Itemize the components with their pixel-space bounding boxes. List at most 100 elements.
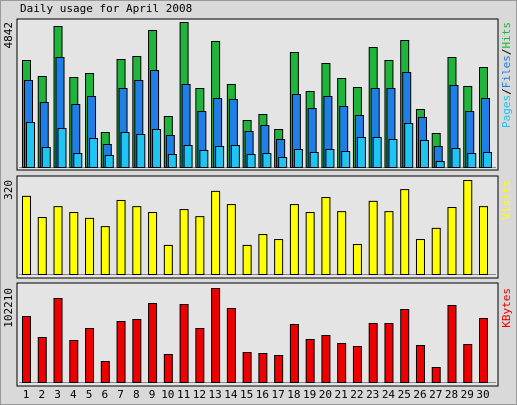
x-tick-label: 30 [476, 388, 489, 401]
x-tick-label: 23 [366, 388, 379, 401]
bar [41, 146, 51, 168]
x-tick-label: 15 [240, 388, 253, 401]
bar [368, 323, 378, 384]
bar [431, 227, 441, 276]
x-tick-label: 1 [23, 388, 30, 401]
bar [53, 297, 63, 384]
x-tick-label: 21 [335, 388, 348, 401]
bar [69, 340, 79, 383]
bar [136, 133, 146, 169]
bar [163, 353, 173, 384]
bar [341, 151, 351, 168]
bar [69, 212, 79, 276]
bar [246, 154, 256, 169]
x-tick-label: 26 [413, 388, 426, 401]
bar [100, 226, 110, 275]
x-tick-label: 17 [272, 388, 285, 401]
bar [89, 138, 99, 168]
legend: Pages/Files/Hits [500, 22, 513, 128]
legend-separator: / [500, 88, 513, 95]
bar [467, 153, 477, 168]
bar [356, 136, 366, 168]
bar [305, 212, 315, 276]
bar [195, 216, 205, 276]
bar [37, 337, 47, 384]
bar [53, 206, 63, 275]
bar [57, 128, 67, 169]
x-tick-label: 6 [101, 388, 108, 401]
bar [388, 139, 398, 169]
bar [167, 154, 177, 169]
bar [195, 327, 205, 383]
legend-entry: Files [500, 55, 513, 88]
x-tick-label: 22 [350, 388, 363, 401]
bar [321, 335, 331, 383]
bar [274, 355, 284, 384]
bar [104, 154, 114, 168]
bar [435, 161, 445, 169]
bar [447, 207, 457, 275]
x-tick-label: 25 [398, 388, 411, 401]
bar [278, 156, 288, 169]
bar [483, 151, 492, 168]
x-tick-label: 20 [319, 388, 332, 401]
bar [447, 304, 457, 383]
bar [384, 323, 394, 384]
bar [199, 149, 209, 168]
bar [274, 239, 284, 275]
x-tick-label: 12 [193, 388, 206, 401]
bar [120, 131, 130, 168]
bar [22, 195, 31, 275]
x-tick-label: 24 [382, 388, 396, 401]
bar [226, 204, 236, 275]
bar [479, 317, 488, 384]
legend-entry: Pages [500, 95, 513, 128]
bar [163, 244, 173, 275]
bar [26, 121, 35, 168]
bar [116, 320, 126, 383]
bar [479, 206, 488, 275]
bar [22, 315, 31, 383]
bar [368, 200, 378, 275]
bar [183, 144, 193, 169]
x-tick-label: 10 [161, 388, 174, 401]
legend-entry: Hits [500, 22, 513, 49]
x-tick-label: 2 [38, 388, 45, 401]
chart-title: Daily usage for April 2008 [20, 2, 192, 15]
x-tick-label: 4 [70, 388, 77, 401]
bar [226, 308, 236, 384]
bar [132, 318, 142, 383]
legend-separator: / [500, 49, 513, 56]
y-tick-label: 102210 [2, 288, 15, 328]
bar [37, 217, 47, 275]
bar [289, 204, 299, 275]
bar [305, 339, 315, 383]
bar [148, 212, 158, 276]
x-tick-label: 3 [54, 388, 61, 401]
bar [179, 304, 189, 384]
panel-frame [16, 282, 499, 387]
bar [325, 149, 335, 169]
x-tick-label: 18 [287, 388, 300, 401]
bar [309, 151, 319, 168]
bar [400, 308, 410, 384]
bar [463, 343, 473, 383]
bar [100, 361, 110, 383]
x-tick-label: 9 [149, 388, 156, 401]
bar [179, 209, 189, 275]
bar [352, 346, 362, 384]
bar [148, 302, 158, 384]
bar [419, 139, 429, 168]
x-tick-label: 5 [86, 388, 93, 401]
bar [321, 197, 331, 276]
bar [258, 352, 268, 383]
x-tick-label: 11 [177, 388, 190, 401]
legend-entry: KBytes [500, 288, 513, 328]
bar [404, 123, 414, 168]
bar [415, 344, 425, 384]
bar [337, 343, 347, 383]
x-tick-label: 27 [429, 388, 442, 401]
bar [451, 148, 461, 168]
bar [415, 239, 425, 275]
